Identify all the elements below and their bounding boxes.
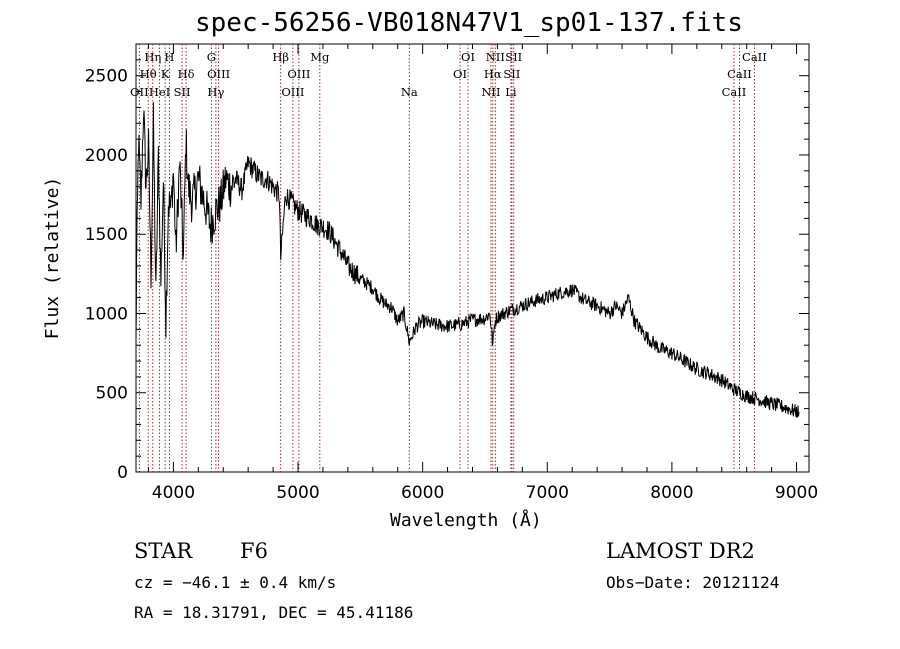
redshift-readout: cz = −46.1 ± 0.4 km/s bbox=[134, 573, 337, 592]
y-axis-label: Flux (relative) bbox=[42, 177, 63, 340]
x-tick-label: 4000 bbox=[152, 483, 195, 503]
x-tick-label: 6000 bbox=[401, 483, 444, 503]
line-label: OI bbox=[453, 67, 467, 81]
survey-name: LAMOST DR2 bbox=[606, 539, 755, 563]
line-label: HeI bbox=[149, 85, 170, 99]
line-label: Hβ bbox=[272, 50, 289, 64]
x-tick-label: 9000 bbox=[775, 483, 818, 503]
line-label: OIII bbox=[281, 85, 304, 99]
line-label: Li bbox=[505, 85, 517, 99]
line-label: CaII bbox=[727, 67, 752, 81]
object-class: STAR bbox=[134, 539, 193, 563]
line-label: CaII bbox=[722, 85, 747, 99]
line-label: G bbox=[207, 50, 216, 64]
line-label: CaII bbox=[742, 50, 767, 64]
y-tick-label: 1500 bbox=[85, 225, 128, 245]
line-label: OIII bbox=[287, 67, 310, 81]
line-label: H bbox=[164, 50, 174, 64]
obs-date: Obs−Date: 20121124 bbox=[606, 573, 780, 592]
y-tick-label: 2500 bbox=[85, 67, 128, 87]
line-label: OIII bbox=[207, 67, 230, 81]
x-tick-label: 7000 bbox=[526, 483, 569, 503]
spectrum-line bbox=[135, 102, 800, 418]
y-tick-label: 2000 bbox=[85, 146, 128, 166]
line-label: SII bbox=[174, 85, 191, 99]
y-tick-label: 1000 bbox=[85, 304, 128, 324]
line-label: Hδ bbox=[178, 67, 195, 81]
plot-frame bbox=[135, 43, 810, 473]
line-label: Hγ bbox=[207, 85, 224, 99]
y-tick-label: 0 bbox=[117, 463, 128, 483]
x-tick-label: 8000 bbox=[650, 483, 693, 503]
line-label: NII bbox=[481, 85, 500, 99]
line-label: K bbox=[161, 67, 170, 81]
object-subclass: F6 bbox=[240, 539, 268, 563]
line-label: Mg bbox=[310, 50, 330, 64]
x-axis-label: Wavelength (Å) bbox=[390, 510, 542, 531]
coordinates: RA = 18.31791, DEC = 45.41186 bbox=[134, 603, 414, 622]
line-label: Hη bbox=[144, 50, 161, 64]
line-label: SII bbox=[505, 50, 522, 64]
line-label: SII bbox=[503, 67, 520, 81]
x-tick-label: 5000 bbox=[276, 483, 319, 503]
chart-title: spec-56256-VB018N47V1_sp01-137.fits bbox=[195, 8, 743, 38]
line-label: Hθ bbox=[140, 67, 157, 81]
y-tick-label: 500 bbox=[96, 384, 128, 404]
line-label: NII bbox=[486, 50, 505, 64]
line-label: Na bbox=[401, 85, 418, 99]
line-label: Hα bbox=[484, 67, 502, 81]
line-label: OI bbox=[461, 50, 475, 64]
